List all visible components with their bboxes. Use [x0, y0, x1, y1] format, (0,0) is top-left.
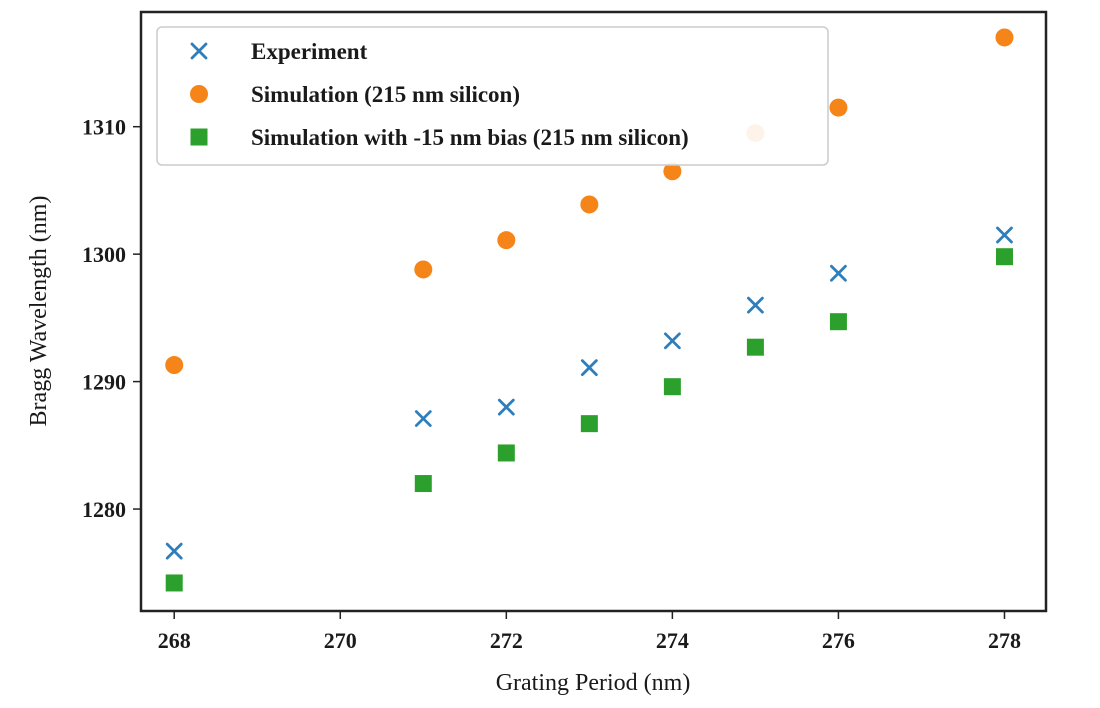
x-axis-label: Grating Period (nm) [496, 670, 691, 696]
data-point [663, 332, 681, 350]
data-point [995, 28, 1014, 47]
y-axis-label: Bragg Wavelength (nm) [26, 196, 52, 427]
legend-marker [190, 42, 208, 60]
x-tick-label: 274 [656, 628, 689, 653]
data-point [663, 378, 681, 396]
data-point [165, 574, 183, 592]
data-point [746, 338, 764, 356]
data-point [165, 542, 183, 560]
data-point [165, 356, 184, 375]
y-tick-label: 1290 [82, 370, 126, 395]
legend-label: Experiment [251, 39, 368, 64]
legend-item: Simulation (215 nm silicon) [190, 82, 520, 107]
x-tick-label: 268 [158, 628, 191, 653]
data-point [497, 398, 515, 416]
data-point [830, 264, 847, 282]
legend-item: Experiment [190, 39, 368, 64]
y-tick-label: 1310 [82, 115, 126, 140]
x-tick-label: 270 [324, 628, 357, 653]
data-point [580, 359, 598, 376]
legend-label: Simulation with -15 nm bias (215 nm sili… [251, 125, 689, 150]
legend-box [156, 26, 829, 166]
data-point [414, 410, 432, 427]
series-1 [165, 226, 1013, 560]
legend-marker [190, 128, 208, 146]
data-point [580, 415, 598, 433]
data-point [663, 162, 682, 181]
legend: Experiment Simulation (215 nm silicon) Sim… [156, 26, 829, 166]
data-point [829, 98, 848, 117]
data-point [497, 444, 515, 462]
data-point [497, 231, 516, 250]
legend-marker [190, 85, 208, 103]
legend-label: Simulation (215 nm silicon) [251, 82, 520, 107]
data-point [414, 260, 433, 279]
data-point [996, 226, 1013, 244]
x-tick-label: 272 [490, 628, 523, 653]
y-tick-label: 1280 [82, 497, 126, 522]
data-point [580, 195, 599, 214]
data-point [829, 313, 847, 331]
series-3 [165, 248, 1013, 592]
data-point [995, 248, 1013, 266]
x-tick-label: 276 [822, 628, 855, 653]
data-point [414, 475, 432, 493]
legend-item: Simulation with -15 nm bias (215 nm sili… [190, 125, 689, 150]
x-axis-ticks: 268 270 272 274 276 278 [158, 611, 1021, 653]
x-tick-label: 278 [988, 628, 1021, 653]
data-point [747, 296, 764, 314]
y-tick-label: 1300 [82, 242, 126, 267]
y-axis-ticks: 1280 1290 1300 1310 [82, 115, 141, 522]
